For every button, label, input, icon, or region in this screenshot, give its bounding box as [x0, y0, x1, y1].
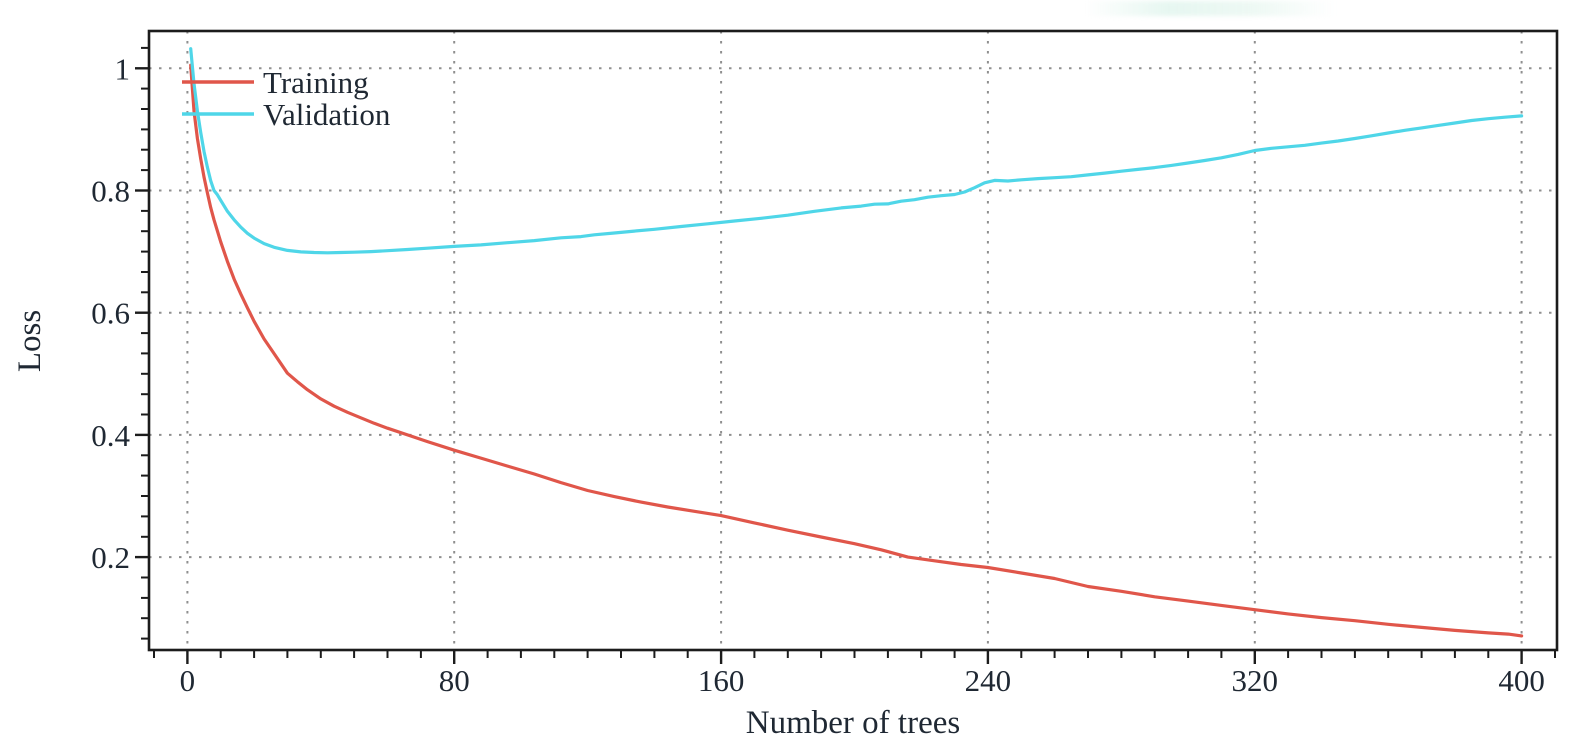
y-tick-label: 0.2: [91, 540, 130, 575]
y-tick-label: 1: [115, 51, 131, 86]
x-tick-label: 400: [1498, 663, 1545, 698]
series-line-validation: [189, 47, 1524, 255]
x-tick-label: 160: [698, 663, 745, 698]
series-line-training: [189, 63, 1524, 638]
y-tick-label: 0.8: [91, 174, 130, 209]
x-tick-label: 240: [965, 663, 1012, 698]
y-axis-title: Loss: [12, 310, 48, 372]
legend-label-training: Training: [263, 65, 369, 100]
x-tick-label: 0: [180, 663, 196, 698]
legend-label-validation: Validation: [263, 97, 391, 132]
plot-layers: 0 80 160 240 320 400 1 0.8 0.6 0.4 0.2 TrainingVali…: [91, 29, 1559, 698]
x-tick-label: 320: [1232, 663, 1279, 698]
x-axis-title: Number of trees: [746, 705, 960, 741]
y-tick-label: 0.6: [91, 296, 130, 331]
plot-border: [147, 29, 1559, 652]
x-tick-label: 80: [439, 663, 470, 698]
y-tick-label: 0.4: [91, 418, 130, 453]
